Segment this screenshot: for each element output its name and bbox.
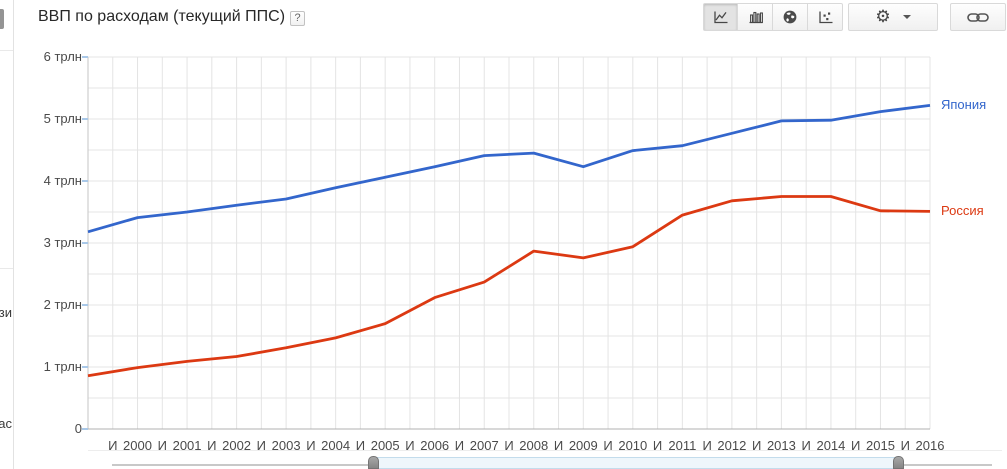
x-tick-label: И — [504, 438, 514, 453]
scatter-chart-button[interactable] — [808, 3, 843, 31]
x-tick-label: 2001 — [172, 438, 202, 453]
time-slider-selected-range[interactable] — [373, 457, 899, 469]
time-slider-track-right[interactable] — [903, 464, 992, 466]
y-tick-label: 1 трлн — [43, 359, 82, 374]
column-chart-icon — [747, 9, 764, 25]
column-chart-button[interactable] — [738, 3, 773, 31]
x-tick-label: И — [256, 438, 267, 453]
x-tick-label: И — [652, 438, 663, 453]
x-tick-label: И — [108, 438, 118, 453]
left-panel-item-fragment[interactable]: зи — [0, 305, 12, 320]
x-tick-label: 2005 — [370, 438, 400, 453]
left-panel-item-fragment[interactable]: ас — [0, 416, 12, 431]
geo-map-icon — [782, 9, 798, 25]
x-tick-label: 2008 — [519, 438, 549, 453]
x-tick-label: 2002 — [222, 438, 252, 453]
y-tick-label: 5 трлн — [43, 111, 82, 126]
share-link-button[interactable] — [950, 3, 1006, 31]
x-tick-label: И — [603, 438, 613, 453]
x-tick-label: И — [900, 438, 910, 453]
x-tick-label: И — [454, 438, 465, 453]
line-chart-icon — [712, 9, 729, 25]
gear-icon: ⚙ — [875, 6, 891, 27]
geo-map-button[interactable] — [773, 3, 808, 31]
x-tick-label: 2011 — [668, 438, 697, 453]
time-slider-right-handle[interactable] — [893, 456, 904, 469]
x-tick-label: 2012 — [717, 438, 747, 453]
time-slider-left-handle[interactable] — [368, 456, 379, 469]
y-tick-label: 6 трлн — [43, 49, 82, 64]
time-slider-baseline — [88, 450, 1002, 451]
chart-type-switcher — [703, 3, 843, 31]
x-tick-label: И — [702, 438, 712, 453]
x-tick-label: 2004 — [321, 438, 351, 453]
x-tick-label: 2015 — [866, 438, 895, 453]
help-button[interactable]: ? — [290, 11, 305, 26]
x-tick-label: И — [553, 438, 564, 453]
x-tick-label: И — [157, 438, 167, 453]
left-panel-divider — [0, 50, 13, 51]
x-tick-label: 2000 — [123, 438, 152, 453]
x-tick-label: 2013 — [766, 438, 796, 453]
x-tick-label: И — [751, 438, 762, 453]
x-tick-label: 2003 — [271, 438, 301, 453]
x-tick-label: И — [851, 438, 861, 453]
y-tick-label: 2 трлн — [43, 297, 82, 312]
series-line-1[interactable] — [87, 195, 931, 378]
x-tick-label: 2006 — [420, 438, 450, 453]
y-tick-label: 0 — [74, 421, 82, 436]
x-tick-label: И — [207, 438, 217, 453]
panel-divider — [13, 0, 14, 469]
y-tick-label: 3 трлн — [43, 235, 82, 250]
settings-button[interactable]: ⚙ — [848, 3, 938, 31]
x-tick-label: И — [405, 438, 415, 453]
caret-down-icon — [902, 15, 911, 19]
series-label-1[interactable]: Россия — [941, 203, 984, 219]
left-panel-divider — [0, 268, 13, 269]
x-tick-label: И — [306, 438, 316, 453]
x-tick-label: 2010 — [618, 438, 648, 453]
scatter-chart-icon — [817, 9, 834, 25]
time-slider-track-left[interactable] — [112, 464, 373, 466]
x-tick-label: 2007 — [469, 438, 499, 453]
link-icon — [967, 11, 989, 24]
x-tick-label: 2014 — [816, 438, 846, 453]
y-tick-label: 4 трлн — [43, 173, 82, 188]
page-title: ВВП по расходам (текущий ППС) — [38, 8, 286, 25]
line-chart-button[interactable] — [703, 3, 738, 31]
left-panel-control-fragment[interactable] — [0, 9, 4, 29]
series-line-0[interactable] — [87, 104, 931, 234]
series-label-0[interactable]: Япония — [941, 97, 987, 113]
x-tick-label: И — [801, 438, 811, 453]
x-tick-label: 2016 — [915, 438, 945, 453]
x-tick-label: И — [355, 438, 366, 453]
chart-plot-area[interactable] — [88, 57, 930, 429]
x-tick-label: 2009 — [568, 438, 598, 453]
